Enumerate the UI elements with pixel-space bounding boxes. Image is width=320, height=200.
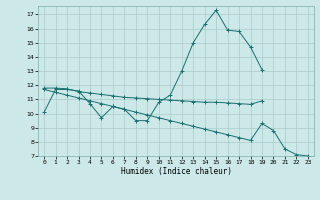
X-axis label: Humidex (Indice chaleur): Humidex (Indice chaleur) (121, 167, 231, 176)
